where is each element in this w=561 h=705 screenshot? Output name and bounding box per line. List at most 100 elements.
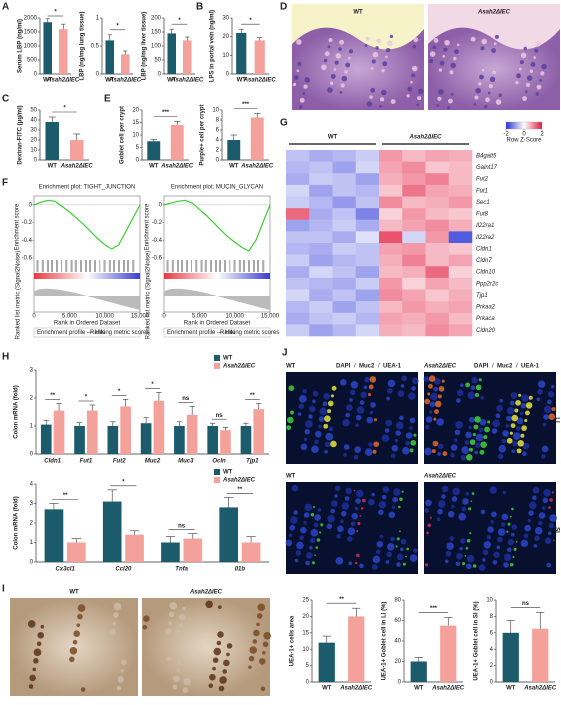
image-texture [535,41,541,47]
image-texture [386,396,390,401]
y-tick-label: 0 [490,680,494,686]
image-texture [109,628,116,636]
heat-cell [425,219,450,232]
image-texture [547,399,552,405]
image-texture [297,61,302,67]
y-tick-label: 20 [30,138,37,144]
image-texture [398,505,401,509]
bar [182,40,192,74]
image-texture [454,429,461,436]
y-tick-label: 20 [132,108,139,114]
heat-cell [309,289,333,302]
image-texture [447,106,451,110]
x-tick-label: 10,000 [225,314,244,320]
rank-gradient [34,273,140,279]
y-tick-label: 25 [302,598,309,604]
image-texture [430,392,438,401]
bar [125,534,144,562]
y-tick-label: 0 [159,202,163,208]
image-texture [371,564,378,570]
bar [410,661,427,682]
heat-cell [309,184,333,197]
row-label: Cldn20 [476,328,496,334]
image-texture [486,534,492,540]
image-texture [405,440,410,446]
image-texture [553,539,555,542]
image-texture [494,34,499,39]
image-texture [511,524,518,530]
y-tick-label: 4 [30,482,34,488]
image-texture [379,534,384,539]
image-texture [400,384,405,388]
image-texture [541,454,546,459]
heat-cell [332,243,357,255]
image-texture [466,538,471,543]
heat-cell [332,277,357,290]
x-tick-label: 5,000 [192,314,208,320]
image-texture [249,646,257,654]
image-texture [533,56,536,59]
y-axis-label: Colon mRNA (fold) [14,496,20,549]
image-texture [523,533,529,539]
bar [227,140,241,160]
heat-cell [286,324,310,337]
y-tick-label: -0.6 [22,256,33,262]
heat-cell [379,173,403,186]
image-texture [304,503,313,512]
image-texture [548,522,555,529]
image-texture [355,498,361,504]
image-texture [288,533,293,538]
image-texture [474,393,479,398]
image-texture [460,538,466,544]
y-axis-label: Colon mRNA (fold) [14,385,20,438]
image-texture [348,56,351,60]
panel-label: G [280,118,288,129]
y-tick-label: 200 [151,16,162,22]
image-texture [432,45,437,49]
image-texture [450,444,458,451]
image-texture [391,505,396,510]
significance: *** [162,110,170,116]
x-tick-label: Il1b [235,567,246,573]
image-texture [455,561,461,567]
image-texture [405,555,407,558]
image-texture [305,420,313,428]
y-tick-label: 0 [34,72,38,78]
image-texture [546,562,552,568]
image-texture [410,80,413,84]
colorbar [505,121,543,130]
image-texture [353,454,359,460]
image-texture [37,631,45,639]
heat-cell [332,161,357,174]
image-texture [514,408,519,413]
heat-cell [402,254,426,267]
image-texture [401,375,407,382]
image-texture [256,613,263,619]
image-texture [503,562,509,568]
colorbar-label: Row Z-Score [506,138,542,144]
y-tick-label: 0 [306,680,310,686]
y-tick-label: 0 [30,560,34,566]
image-texture [313,522,319,528]
image-texture [390,536,395,542]
heat-cell [332,301,357,314]
y-axis-label: UEA-1+ Goblet cell in SI (%) [474,601,480,680]
image-texture [212,666,216,671]
image-texture [481,68,485,72]
heat-cell [425,196,450,209]
heat-cell [332,184,357,197]
image-texture [339,39,345,45]
x-tick-label: WT [149,164,159,170]
image-texture [176,658,183,665]
significance: ** [339,597,344,603]
image-texture [77,613,83,620]
y-tick-label: 10 [132,133,139,139]
image-texture [387,388,393,394]
bar [170,125,184,160]
image-texture [117,676,125,683]
image-texture [342,418,350,427]
image-texture [399,530,401,533]
image-texture [365,36,370,41]
legend-swatch [214,477,220,483]
image-texture [516,73,522,79]
